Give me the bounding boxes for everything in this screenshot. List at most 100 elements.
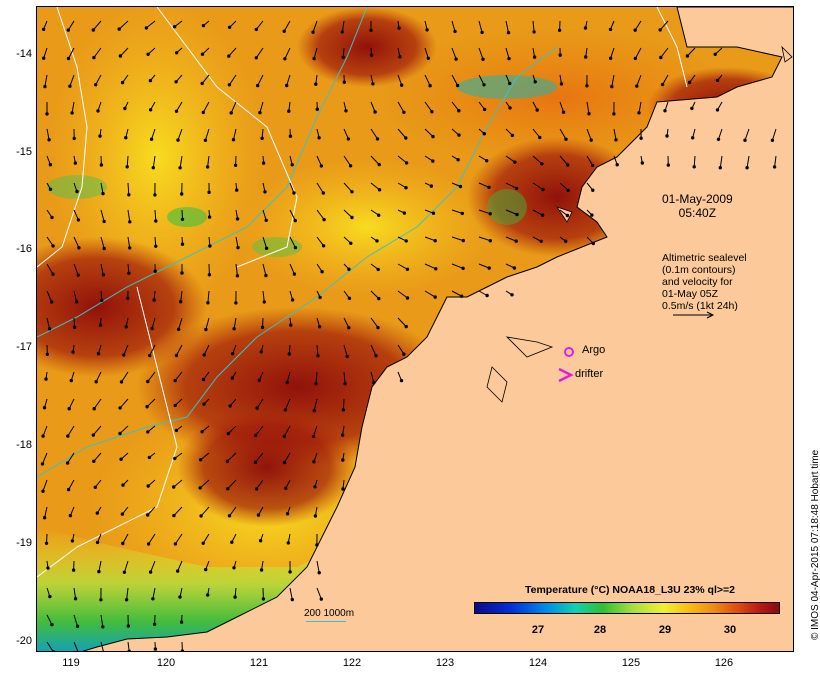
imos-credit: © IMOS 04-Apr-2015 07:18:48 Hobart time xyxy=(810,449,820,640)
velocity-arrow-head xyxy=(172,485,176,489)
lon-tick-label: 122 xyxy=(342,657,362,669)
velocity-arrow-head xyxy=(48,187,53,192)
velocity-arrow xyxy=(42,452,48,465)
velocity-arrow xyxy=(505,20,509,33)
velocity-arrow xyxy=(46,128,50,140)
velocity-arrow-head xyxy=(77,246,81,250)
velocity-arrow-head xyxy=(118,54,123,58)
velocity-arrow-head xyxy=(480,30,484,35)
velocity-arrow-head xyxy=(180,217,185,222)
velocity-arrow-head xyxy=(687,80,692,85)
velocity-arrow-head xyxy=(743,138,747,142)
velocity-arrow-head xyxy=(508,81,512,86)
velocity-arrow xyxy=(42,479,48,492)
velocity-arrow-head xyxy=(125,165,129,169)
velocity-arrow xyxy=(262,236,268,249)
velocity-arrow-head xyxy=(68,513,73,518)
velocity-arrow-head xyxy=(256,513,261,517)
velocity-arrow-head xyxy=(50,215,54,220)
velocity-arrow-head xyxy=(47,138,51,142)
velocity-arrow xyxy=(150,560,156,573)
velocity-arrow-head xyxy=(264,218,268,223)
velocity-arrow xyxy=(146,398,156,408)
velocity-arrow xyxy=(174,371,183,381)
reference-velocity-arrow xyxy=(673,311,715,319)
velocity-arrow xyxy=(174,533,183,545)
velocity-arrow-head xyxy=(198,486,202,490)
velocity-arrow-head xyxy=(431,159,435,163)
velocity-arrow-head xyxy=(286,541,291,545)
velocity-arrow-head xyxy=(254,487,259,491)
velocity-arrow xyxy=(559,128,567,140)
velocity-arrow-head xyxy=(127,193,131,197)
velocity-arrow-head xyxy=(51,244,55,248)
velocity-arrow-head xyxy=(235,274,240,278)
colorbar-title: Temperature (°C) NOAA18_L3U 23% ql>=2 xyxy=(525,584,735,596)
velocity-arrow xyxy=(95,371,102,382)
velocity-arrow xyxy=(660,47,669,58)
velocity-arrow-head xyxy=(485,293,489,298)
velocity-arrow xyxy=(289,263,295,275)
velocity-arrow xyxy=(283,425,291,437)
velocity-arrow-head xyxy=(201,110,206,115)
velocity-arrow-head xyxy=(283,408,288,412)
velocity-arrow-head xyxy=(685,54,690,58)
velocity-arrow xyxy=(262,263,267,276)
velocity-arrow xyxy=(202,533,210,544)
velocity-arrow-head xyxy=(124,598,129,602)
velocity-arrow-head xyxy=(173,456,177,461)
image-timestamp: 01-May-2009 05:40Z xyxy=(662,192,733,220)
velocity-arrow xyxy=(451,263,464,269)
velocity-arrow-head xyxy=(585,84,589,88)
velocity-arrow-head xyxy=(398,55,402,59)
velocity-arrow xyxy=(73,587,77,599)
velocity-arrow-head xyxy=(404,186,408,190)
velocity-arrow-head xyxy=(461,266,465,270)
velocity-arrow xyxy=(46,614,53,625)
velocity-arrow-head xyxy=(716,137,721,142)
velocity-arrow-head xyxy=(633,56,638,61)
velocity-arrow-head xyxy=(458,184,463,189)
velocity-arrow xyxy=(505,236,517,242)
velocity-arrow-head xyxy=(260,136,264,141)
velocity-arrow-head xyxy=(321,244,326,248)
velocity-arrow-head xyxy=(121,483,125,487)
velocity-arrow-head xyxy=(263,190,267,194)
velocity-arrow-head xyxy=(612,112,616,116)
velocity-arrow xyxy=(255,47,264,59)
velocity-arrow-head xyxy=(179,620,184,624)
velocity-arrow xyxy=(316,344,319,356)
lat-tick-label: -16 xyxy=(16,243,32,255)
velocity-arrow-head xyxy=(174,80,178,84)
velocity-arrow-head xyxy=(346,137,351,141)
velocity-arrow xyxy=(693,155,696,167)
velocity-arrow xyxy=(179,155,183,168)
velocity-arrow-head xyxy=(482,83,486,87)
lat-tick-label: -19 xyxy=(16,537,32,549)
velocity-arrow-head xyxy=(341,408,346,412)
velocity-arrow-head xyxy=(658,28,662,32)
velocity-arrow xyxy=(634,47,642,59)
velocity-arrow-head xyxy=(203,138,208,143)
velocity-arrow xyxy=(478,20,483,33)
velocity-arrow-head xyxy=(201,23,206,28)
velocity-arrow xyxy=(43,47,48,59)
velocity-arrow-head xyxy=(663,109,667,113)
velocity-arrow-head xyxy=(148,108,153,112)
velocity-arrow-head xyxy=(312,408,316,413)
velocity-arrow-head xyxy=(282,29,286,33)
lat-tick-label: -15 xyxy=(16,146,32,158)
velocity-arrow xyxy=(200,506,210,517)
velocity-arrow-head xyxy=(75,189,79,194)
velocity-arrow-head xyxy=(341,458,345,462)
lat-tick-label: -17 xyxy=(16,341,32,353)
velocity-arrow-head xyxy=(718,166,722,170)
velocity-arrow-head xyxy=(42,406,47,410)
velocity-arrow-head xyxy=(583,26,588,30)
velocity-arrow-head xyxy=(533,80,537,84)
velocity-arrow-head xyxy=(45,112,49,116)
velocity-arrow-head xyxy=(456,158,460,162)
velocity-arrow-head xyxy=(321,191,325,195)
velocity-arrow-head xyxy=(202,402,206,406)
velocity-arrow-head xyxy=(692,165,696,169)
